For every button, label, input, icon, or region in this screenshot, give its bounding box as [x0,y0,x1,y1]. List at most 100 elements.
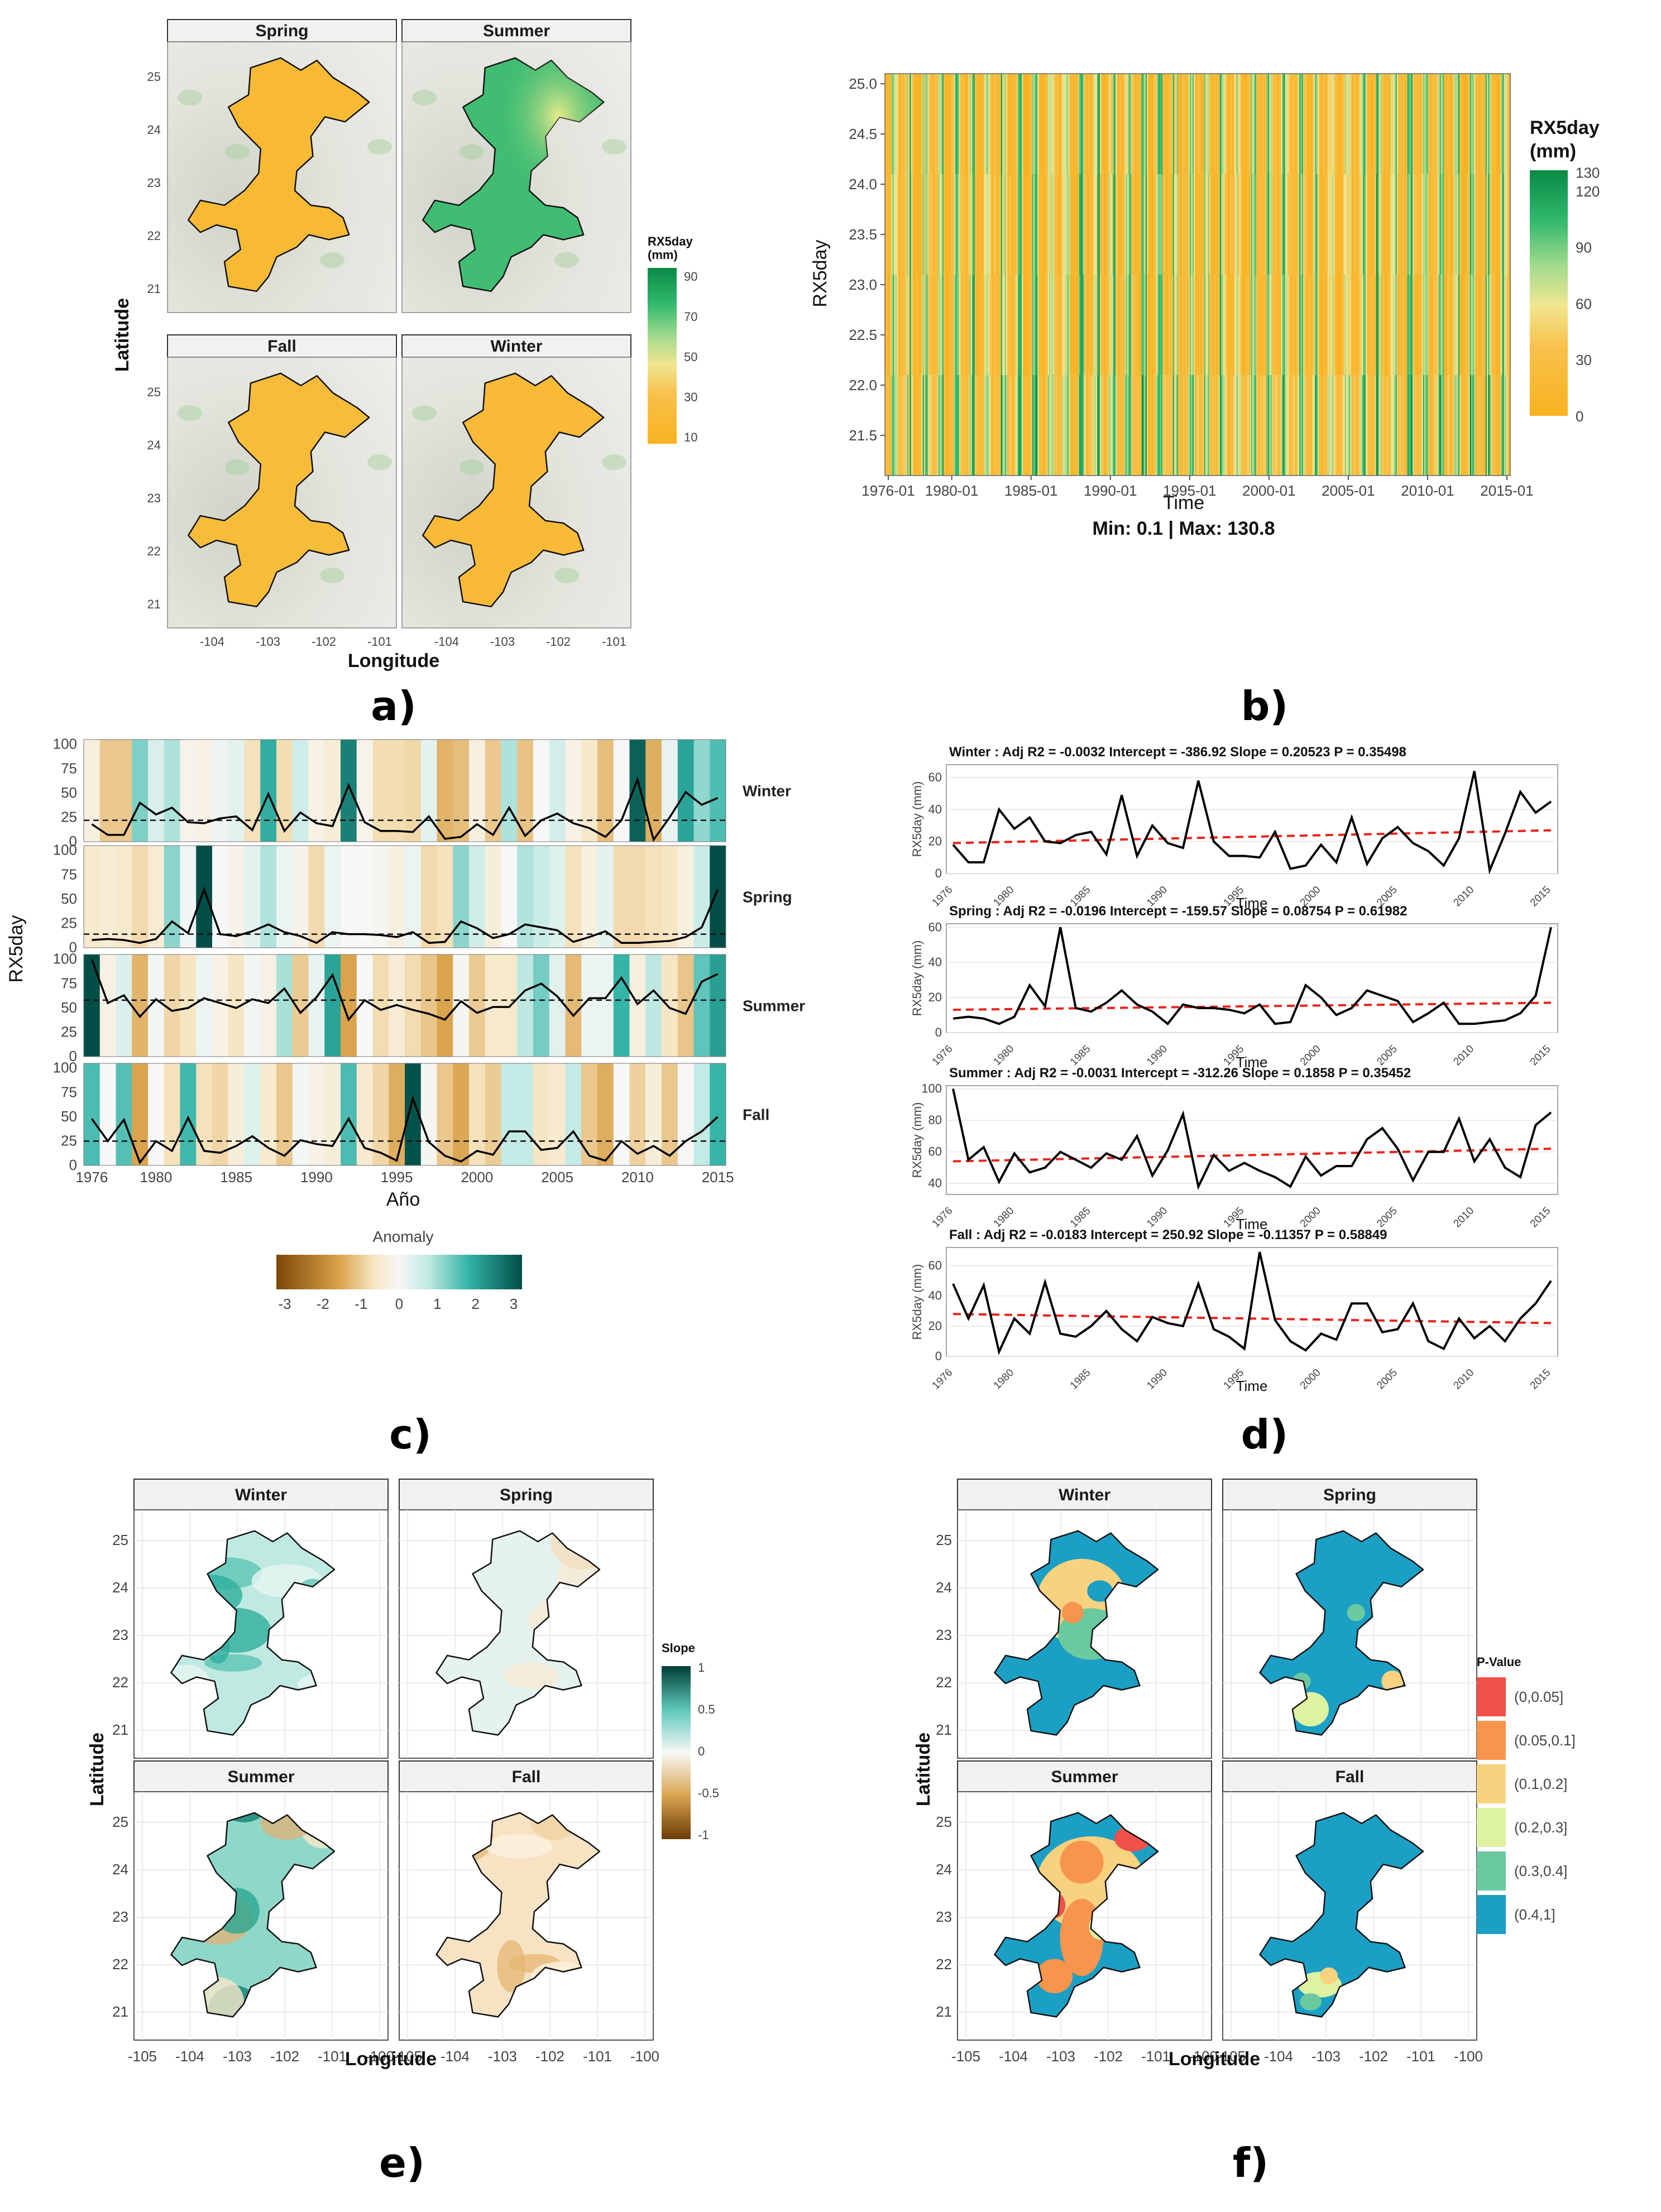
heat-cell [1191,74,1193,175]
heat-cell [902,275,904,376]
heat-cell [1299,174,1301,275]
heat-cell [951,174,953,275]
x-tick: -103 [1046,2048,1075,2065]
legend-tick: 60 [1576,295,1592,312]
heat-cell [1083,174,1085,275]
heat-cell [1076,375,1078,476]
heat-cell [983,74,984,175]
heat-cell [906,375,908,476]
heat-cell [1265,375,1267,476]
anomaly-bar [662,846,678,948]
heat-cell [1266,275,1269,376]
legend-tick: 130 [1576,164,1600,181]
basemap-vegetation [178,405,202,421]
heat-cell [1038,174,1041,275]
heat-cell [1356,74,1358,175]
heat-cell [1080,275,1082,376]
series-line [952,1088,1552,1191]
anomaly-bar [565,954,582,1057]
heat-cell [1132,174,1135,275]
y-tick: 25 [61,1132,77,1149]
heat-cell [955,74,957,175]
heat-cell [1049,275,1051,376]
heat-cell [1458,275,1460,376]
heat-cell [1192,275,1194,376]
heat-cell [1481,174,1483,275]
heat-cell [1312,375,1314,476]
heat-cell [1098,375,1100,476]
y-tick: 23 [112,1626,128,1643]
heat-cell [1136,174,1138,275]
heat-cell [992,74,994,175]
heat-cell [1174,174,1176,275]
heat-cell [922,174,925,275]
heat-cell [1214,275,1217,376]
y-tick: 22 [112,1956,128,1973]
heat-cell [1409,174,1410,275]
heat-cell [1457,275,1459,376]
heat-cell [1003,375,1006,476]
heat-cell [1509,174,1511,275]
heat-cell [1479,74,1481,175]
heat-cell [910,74,912,175]
heat-cell [1144,275,1146,376]
heat-cell [1062,74,1064,175]
facet-strip [133,1760,389,1792]
x-tick: -104 [441,2048,470,2065]
heat-cell [1225,275,1227,376]
heat-cell [1296,275,1299,376]
heat-cell [1212,74,1214,175]
heat-cell [1329,275,1331,376]
heat-cell [1311,174,1313,275]
facet-strip [167,334,397,358]
panel-c-label: c) [389,1411,432,1458]
row-frame [83,845,726,948]
x-tick: 2010 [1451,1205,1476,1230]
heat-cell [1043,174,1046,275]
heat-cell [1123,375,1125,476]
heat-cell [1127,174,1129,275]
heat-cell [1170,375,1172,476]
heat-cell [1505,174,1507,275]
heat-cell [1481,275,1483,376]
trend-line [952,1148,1552,1163]
heat-cell [960,375,963,476]
heat-cell [933,74,935,175]
heat-cell [1453,74,1455,175]
heat-cell [1364,375,1366,476]
heat-cell [894,74,896,175]
heat-cell [1200,174,1202,275]
heat-cell [1227,74,1229,175]
heat-cell [903,74,905,175]
heat-cell [1355,174,1357,275]
regression-title: Summer : Adj R2 = -0.0031 Intercept = -3… [949,1066,1411,1081]
heat-cell [1450,375,1452,476]
heat-cell [994,174,996,275]
heat-cell [1131,375,1133,476]
heat-cell [1387,74,1390,175]
heat-cell [1402,275,1404,376]
x-tick: 2010 [621,1169,654,1186]
anomaly-bar [693,740,710,842]
heat-cell [1468,275,1471,376]
heat-cell [1172,174,1175,275]
heat-cell [1073,174,1074,275]
heat-cell [932,375,934,476]
heat-cell [1153,375,1155,476]
heat-cell [1219,375,1222,476]
x-tick: -103 [256,635,280,649]
heat-cell [1195,74,1197,175]
facet-strip [133,1479,389,1510]
heat-cell [1024,174,1026,275]
heat-cell [1078,275,1080,376]
heat-cell [1282,174,1284,275]
x-tick: -100 [1454,2048,1483,2065]
heat-cell [1022,375,1023,476]
heat-cell [980,375,982,476]
x-tick: 1976 [75,1169,108,1186]
heat-cell [897,275,898,376]
heat-cell [1011,275,1013,376]
heat-cell [1370,375,1371,476]
heat-cell [1260,275,1262,376]
heat-cell [897,74,898,175]
